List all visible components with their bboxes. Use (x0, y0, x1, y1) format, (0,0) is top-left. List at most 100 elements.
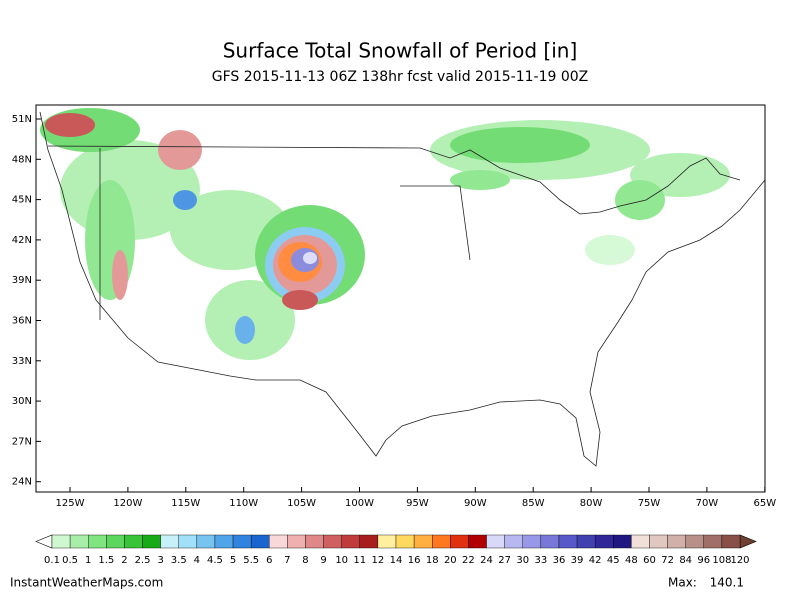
colorbar-swatch (305, 534, 324, 549)
colorbar-label: 8 (302, 555, 308, 566)
colorbar-label: 96 (697, 555, 710, 566)
colorbar-label: 48 (625, 555, 638, 566)
colorbar-swatch (51, 534, 71, 549)
colorbar-swatch (721, 534, 741, 549)
colorbar-swatch (486, 534, 505, 549)
site-name: InstantWeatherMaps.com (10, 576, 163, 590)
colorbar-label: 12 (372, 555, 385, 566)
colorbar-label: 18 (426, 555, 439, 566)
lon-label: 85W (522, 498, 545, 509)
colorbar-swatch (540, 534, 560, 549)
colorbar-label: 24 (480, 555, 493, 566)
lon-label: 80W (580, 498, 603, 509)
colorbar-swatch (649, 534, 668, 549)
colorbar-label: 72 (661, 555, 674, 566)
lat-label: 24N (12, 477, 32, 488)
colorbar-swatch (359, 534, 379, 549)
colorbar-label: 39 (571, 555, 584, 566)
lon-label: 65W (753, 498, 776, 509)
colorbar-label: 84 (679, 555, 692, 566)
lon-label: 90W (464, 498, 487, 509)
colorbar-label: 45 (607, 555, 620, 566)
colorbar-swatch (576, 534, 596, 549)
colorbar-label: 5 (230, 555, 236, 566)
lon-labels: 125W 120W 115W 110W 105W 100W 95W 90W 85W 80W 75W 7… (56, 487, 776, 509)
colorbar-label: 33 (534, 555, 547, 566)
colorbar-label: 1.5 (98, 555, 114, 566)
colorbar-swatch (269, 534, 288, 549)
colorbar-swatch (323, 534, 342, 549)
colorbar-label: 2 (121, 555, 127, 566)
colorbar-swatch (504, 534, 523, 549)
colorbar-label: 36 (553, 555, 566, 566)
lon-label: 110W (229, 498, 258, 509)
colorbar-swatch (395, 534, 415, 549)
colorbar-swatch (341, 534, 360, 549)
colorbar-label: 3 (157, 555, 163, 566)
subtitle: GFS 2015-11-13 06Z 138hr fcst valid 2015… (212, 69, 589, 85)
colorbar: 0.1 0.5 1 1.5 2 2.5 3 3.5 4 4.5 5 5.5 6 7 8 9 10 11 12 14 16… (35, 534, 757, 566)
colorbar-swatch (287, 534, 306, 549)
colorbar-label: 0.5 (62, 555, 78, 566)
colorbar-swatch (178, 534, 198, 549)
colorbar-under (35, 534, 53, 549)
colorbar-swatch (703, 534, 723, 549)
colorbar-swatch (631, 534, 650, 549)
colorbar-label: 4 (194, 555, 200, 566)
colorbar-label: 11 (353, 555, 366, 566)
colorbar-label: 7 (284, 555, 290, 566)
colorbar-swatch (667, 534, 686, 549)
colorbar-swatch (413, 534, 433, 549)
map-frame (35, 104, 766, 493)
colorbar-swatch (450, 534, 469, 549)
colorbar-label: 16 (408, 555, 421, 566)
lon-label: 115W (171, 498, 200, 509)
colorbar-label: 108 (712, 555, 731, 566)
lat-label: 51N (12, 114, 32, 125)
colorbar-label: 20 (444, 555, 457, 566)
lon-label: 75W (638, 498, 661, 509)
colorbar-label: 2.5 (135, 555, 151, 566)
map (35, 104, 766, 493)
lon-label: 70W (696, 498, 719, 509)
colorbar-swatch (196, 534, 216, 549)
snow-field (40, 108, 730, 360)
colorbar-swatch (124, 534, 143, 549)
colorbar-swatch (613, 534, 632, 549)
colorbar-swatch (558, 534, 578, 549)
colorbar-label: 60 (643, 555, 656, 566)
colorbar-swatch (69, 534, 89, 549)
colorbar-label: 42 (589, 555, 602, 566)
colorbar-swatch (106, 534, 125, 549)
lon-label: 100W (345, 498, 374, 509)
lat-label: 45N (12, 195, 32, 206)
lon-label: 95W (406, 498, 429, 509)
colorbar-label: 14 (390, 555, 403, 566)
lon-label: 105W (287, 498, 316, 509)
colorbar-swatch (685, 534, 704, 549)
colorbar-swatch (377, 534, 397, 549)
colorbar-over (739, 534, 757, 549)
colorbar-label: 22 (462, 555, 475, 566)
colorbar-swatch (160, 534, 179, 549)
colorbar-label: 3.5 (171, 555, 187, 566)
colorbar-swatch (594, 534, 614, 549)
colorbar-swatch (232, 534, 252, 549)
lat-label: 39N (12, 275, 32, 286)
boundaries (39, 111, 766, 467)
lat-label: 33N (12, 356, 32, 367)
max-label: Max: (668, 576, 697, 590)
lon-label: 120W (113, 498, 142, 509)
colorbar-label: 1 (85, 555, 91, 566)
colorbar-swatch (214, 534, 234, 549)
colorbar-swatch (432, 534, 451, 549)
colorbar-label: 27 (498, 555, 511, 566)
lat-label: 27N (12, 436, 32, 447)
lat-label: 36N (12, 316, 32, 327)
colorbar-label: 4.5 (207, 555, 223, 566)
colorbar-label: 6 (266, 555, 272, 566)
lon-label: 125W (56, 498, 85, 509)
colorbar-label: 30 (516, 555, 529, 566)
colorbar-label: 0.1 (44, 555, 60, 566)
